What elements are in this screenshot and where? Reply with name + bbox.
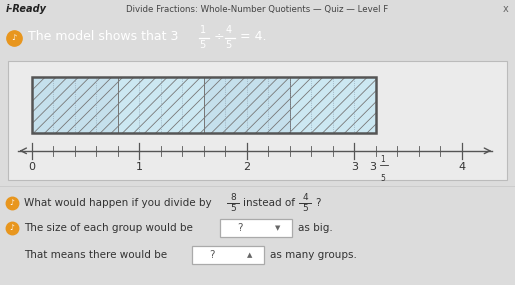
Text: 5: 5 [302, 204, 308, 213]
Text: 1: 1 [200, 25, 206, 35]
Text: ♪: ♪ [10, 223, 14, 232]
FancyBboxPatch shape [192, 246, 264, 264]
Text: 1: 1 [135, 162, 143, 172]
Text: x: x [502, 4, 508, 14]
Text: The model shows that 3: The model shows that 3 [28, 30, 178, 43]
Text: instead of: instead of [243, 198, 295, 208]
Text: The size of each group would be: The size of each group would be [24, 223, 193, 233]
Text: 4: 4 [226, 25, 232, 35]
Text: 8: 8 [230, 193, 236, 202]
Text: ♪: ♪ [11, 33, 16, 42]
Text: ♪: ♪ [10, 198, 14, 207]
FancyBboxPatch shape [220, 219, 292, 237]
Text: ▼: ▼ [276, 225, 281, 231]
Text: 2: 2 [243, 162, 250, 172]
Bar [204, 78, 290, 133]
Text: 3: 3 [369, 162, 376, 172]
Text: as big.: as big. [298, 223, 333, 233]
Text: 5: 5 [225, 40, 231, 50]
Bar [117, 78, 204, 133]
Bar [31, 78, 376, 133]
Text: ?: ? [209, 250, 215, 260]
Text: 4: 4 [458, 162, 466, 172]
Text: ?: ? [315, 198, 320, 208]
Text: 5: 5 [230, 204, 236, 213]
FancyBboxPatch shape [8, 61, 507, 180]
Text: That means there would be: That means there would be [24, 250, 167, 260]
Bar [290, 78, 376, 133]
Text: i-Ready: i-Ready [6, 4, 47, 14]
Text: What would happen if you divide by: What would happen if you divide by [24, 198, 212, 208]
Text: 5: 5 [199, 40, 205, 50]
Text: = 4.: = 4. [240, 30, 266, 43]
Text: as many groups.: as many groups. [270, 250, 357, 260]
Text: 5: 5 [380, 174, 385, 183]
Text: 0: 0 [28, 162, 35, 172]
Text: 3: 3 [351, 162, 358, 172]
Bar [31, 78, 117, 133]
Text: Divide Fractions: Whole-Number Quotients — Quiz — Level F: Divide Fractions: Whole-Number Quotients… [126, 5, 388, 14]
Text: 4: 4 [302, 193, 308, 202]
Text: 1: 1 [380, 155, 385, 164]
Text: ?: ? [237, 223, 243, 233]
Text: ÷: ÷ [214, 30, 225, 43]
Text: ▲: ▲ [247, 252, 253, 258]
